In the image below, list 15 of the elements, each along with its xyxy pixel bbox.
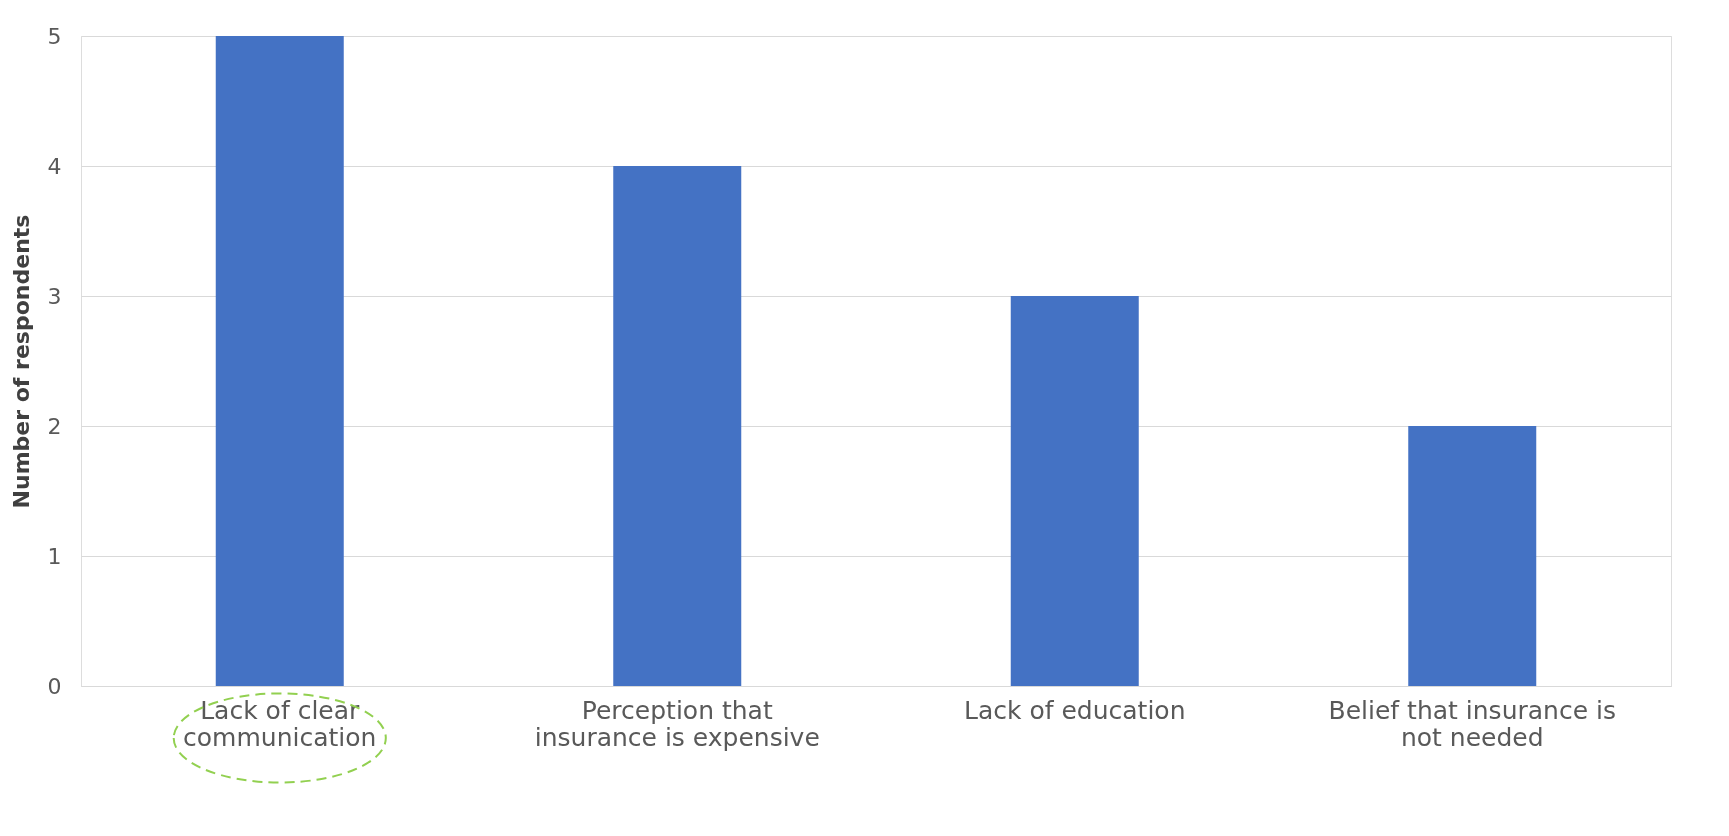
x-tick-label: Belief that insurance is not needed xyxy=(1328,695,1616,752)
bar xyxy=(215,36,344,686)
x-tick-label: Lack of education xyxy=(963,695,1186,725)
x-tick-label: Perception that insurance is expensive xyxy=(534,695,820,752)
y-tick-label: 3 xyxy=(47,283,62,309)
bar xyxy=(613,166,742,686)
y-axis-title: Number of respondents xyxy=(8,214,34,509)
bar xyxy=(1010,296,1139,686)
x-tick-label: Lack of clear communication xyxy=(183,695,377,752)
y-tick-label: 0 xyxy=(47,673,62,699)
y-tick-label: 5 xyxy=(47,23,62,49)
y-tick-label: 4 xyxy=(47,153,62,179)
y-tick-label: 1 xyxy=(47,543,62,569)
bar xyxy=(1408,426,1537,686)
y-tick-label: 2 xyxy=(47,413,62,439)
